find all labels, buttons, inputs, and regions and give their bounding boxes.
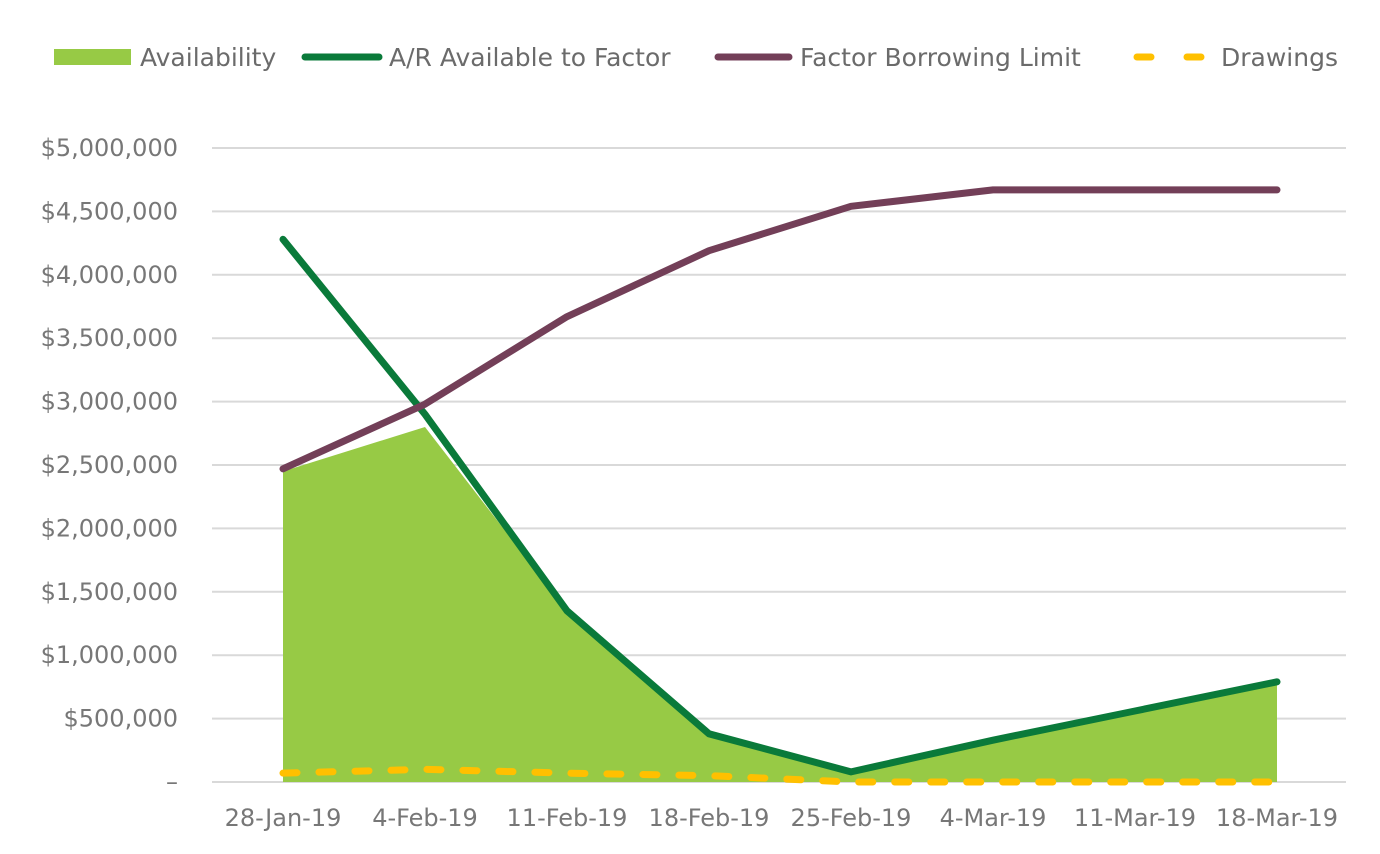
x-tick-label: 4-Mar-19: [940, 804, 1047, 832]
legend-swatch: [54, 49, 131, 65]
y-axis-labels: – $500,000 $1,000,000 $1,500,000 $2,000,000 $…: [41, 134, 178, 796]
area-series-layer: [283, 426, 1277, 782]
y-tick-label: $3,000,000: [41, 388, 178, 416]
x-axis-labels: 28-Jan-19 4-Feb-19 11-Feb-19 18-Feb-19 25-Fe…: [225, 804, 1338, 832]
y-tick-label: $2,500,000: [41, 451, 178, 479]
legend-label: Drawings: [1221, 43, 1338, 72]
x-tick-label: 18-Mar-19: [1216, 804, 1338, 832]
y-tick-label: $5,000,000: [41, 134, 178, 162]
legend-item-factor-borrowing-limit: Factor Borrowing Limit: [714, 43, 1081, 72]
legend-label: A/R Available to Factor: [389, 43, 671, 72]
legend-label: Factor Borrowing Limit: [800, 43, 1081, 72]
a-r-available-to-factor-line: [279, 235, 1281, 776]
x-tick-label: 28-Jan-19: [225, 804, 342, 832]
legend-label: Availability: [140, 43, 276, 72]
y-tick-label: $4,500,000: [41, 197, 178, 225]
y-tick-label: $3,500,000: [41, 324, 178, 352]
x-tick-label: 4-Feb-19: [372, 804, 478, 832]
availability-area: [283, 426, 1277, 782]
legend-item-drawings: Drawings: [1133, 43, 1338, 72]
x-tick-label: 11-Mar-19: [1074, 804, 1196, 832]
factor-borrowing-limit-line: [279, 186, 1281, 473]
legend-item-a-r-available-to-factor: A/R Available to Factor: [301, 43, 671, 72]
x-tick-label: 11-Feb-19: [507, 804, 628, 832]
drawings-line: [279, 765, 1281, 786]
chart-legend: Availability A/R Available to Factor Facto…: [54, 43, 1338, 72]
y-tick-label: $1,000,000: [41, 641, 178, 669]
x-tick-label: 18-Feb-19: [649, 804, 770, 832]
y-tick-label: $4,000,000: [41, 261, 178, 289]
x-tick-label: 25-Feb-19: [791, 804, 912, 832]
y-tick-label: $1,500,000: [41, 578, 178, 606]
y-tick-label: $500,000: [63, 705, 178, 733]
y-tick-label: $2,000,000: [41, 514, 178, 542]
line-series-layer: [279, 186, 1281, 786]
y-tick-label: –: [166, 768, 178, 796]
legend-item-availability: Availability: [54, 43, 276, 72]
